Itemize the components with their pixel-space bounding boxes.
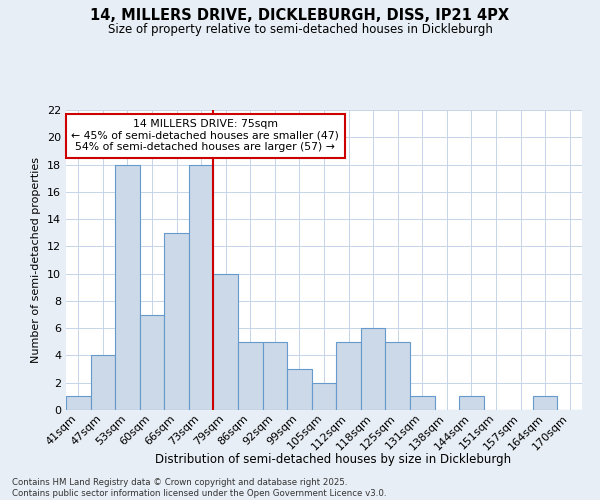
- Text: Distribution of semi-detached houses by size in Dickleburgh: Distribution of semi-detached houses by …: [155, 452, 511, 466]
- Text: 14, MILLERS DRIVE, DICKLEBURGH, DISS, IP21 4PX: 14, MILLERS DRIVE, DICKLEBURGH, DISS, IP…: [91, 8, 509, 22]
- Bar: [336, 342, 361, 410]
- Y-axis label: Number of semi-detached properties: Number of semi-detached properties: [31, 157, 41, 363]
- Text: Contains HM Land Registry data © Crown copyright and database right 2025.
Contai: Contains HM Land Registry data © Crown c…: [12, 478, 386, 498]
- Bar: [66, 396, 91, 410]
- Bar: [263, 342, 287, 410]
- Bar: [533, 396, 557, 410]
- Bar: [91, 356, 115, 410]
- Bar: [312, 382, 336, 410]
- Bar: [459, 396, 484, 410]
- Text: Size of property relative to semi-detached houses in Dickleburgh: Size of property relative to semi-detach…: [107, 22, 493, 36]
- Bar: [238, 342, 263, 410]
- Bar: [189, 164, 214, 410]
- Bar: [361, 328, 385, 410]
- Bar: [410, 396, 434, 410]
- Bar: [164, 232, 189, 410]
- Bar: [385, 342, 410, 410]
- Bar: [287, 369, 312, 410]
- Bar: [214, 274, 238, 410]
- Bar: [115, 164, 140, 410]
- Text: 14 MILLERS DRIVE: 75sqm
← 45% of semi-detached houses are smaller (47)
54% of se: 14 MILLERS DRIVE: 75sqm ← 45% of semi-de…: [71, 119, 339, 152]
- Bar: [140, 314, 164, 410]
